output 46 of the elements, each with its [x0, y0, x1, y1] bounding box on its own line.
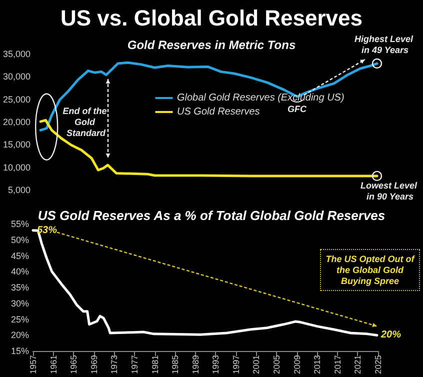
- legend-label: Global Gold Reserves (Excluding US): [177, 92, 344, 104]
- y-tick-label: 5,000: [8, 185, 31, 195]
- x-tick-label: 1973: [109, 354, 120, 374]
- data-label: 20%: [380, 330, 402, 341]
- y-tick-label: 35%: [10, 282, 29, 293]
- x-tick-label: 2017: [332, 354, 342, 374]
- annotation: GFC: [288, 104, 307, 114]
- annotation: End of the Gold Standard: [62, 106, 110, 138]
- chart-title: US vs. Global Gold Reserves: [60, 6, 363, 30]
- x-tick-label: 2021: [352, 354, 363, 374]
- y-tick-label: 45%: [10, 250, 29, 261]
- x-tick-label: 1989: [190, 354, 200, 374]
- x-tick-label: 1961: [48, 354, 58, 374]
- y-tick-label: 30%: [10, 298, 29, 308]
- y-tick-label: 35,000: [2, 49, 31, 59]
- x-tick-label: 1985: [170, 354, 180, 374]
- legend-label: US Gold Reserves: [177, 106, 260, 118]
- x-tick-label: 1997: [230, 354, 241, 374]
- y-tick-label: 55%: [10, 219, 29, 229]
- annotation: Highest Level in 49 Years: [354, 34, 416, 55]
- y-tick-label: 20%: [10, 330, 29, 340]
- x-tick-label: 2001: [251, 354, 262, 374]
- data-label: 53%: [37, 224, 58, 236]
- y-tick-label: 15,000: [2, 140, 31, 150]
- y-tick-label: 40%: [10, 266, 29, 277]
- annotation: Lowest Level in 90 Years: [360, 180, 420, 202]
- y-tick-label: 25%: [10, 314, 29, 324]
- y-tick-label: 25,000: [2, 94, 31, 104]
- x-tick-label: 1981: [150, 354, 160, 374]
- x-tick-label: 1993: [210, 354, 221, 374]
- y-tick-label: 15%: [10, 346, 29, 356]
- x-tick-label: 1957: [28, 354, 38, 374]
- x-tick-label: 2005: [272, 354, 282, 374]
- x-tick-label: 2013: [312, 354, 322, 374]
- y-tick-label: 10,000: [2, 162, 31, 172]
- chart-subtitle: Gold Reserves in Metric Tons: [127, 38, 296, 52]
- y-tick-label: 50%: [10, 234, 29, 245]
- x-tick-label: 1977: [129, 354, 140, 374]
- x-tick-label: 2025: [373, 354, 383, 374]
- y-tick-label: 20,000: [2, 117, 31, 127]
- x-tick-label: 1965: [68, 354, 79, 374]
- x-tick-label: 2009: [292, 354, 302, 374]
- x-tick-label: 1969: [88, 354, 99, 374]
- annotation: The US Opted Out of the Global Gold Buying Spree: [320, 249, 420, 292]
- y-tick-label: 30,000: [2, 72, 31, 82]
- chart-title: US Gold Reserves As a % of Total Global Gold Reserves: [38, 208, 386, 223]
